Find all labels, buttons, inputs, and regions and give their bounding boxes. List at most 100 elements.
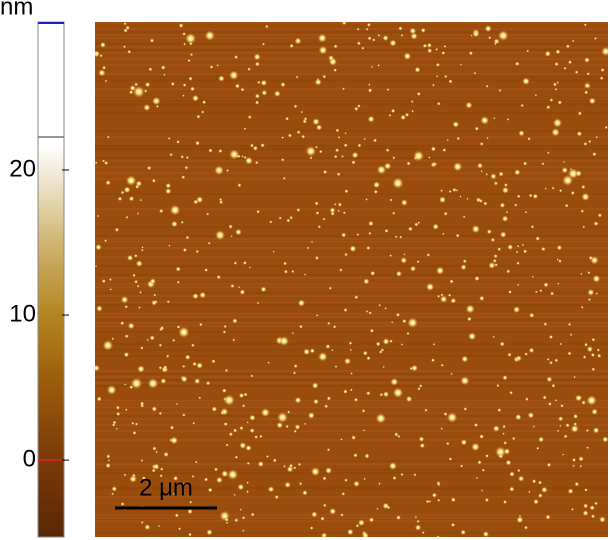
particle: [104, 79, 108, 83]
particle: [490, 237, 495, 242]
particle: [181, 175, 186, 179]
particle: [367, 36, 372, 41]
particle: [283, 465, 286, 468]
particle: [235, 83, 240, 89]
particle: [528, 193, 533, 198]
particle: [596, 348, 600, 352]
particle: [136, 284, 140, 288]
particle: [476, 197, 481, 203]
particle: [518, 130, 525, 137]
particle: [139, 198, 142, 202]
particle: [591, 367, 595, 371]
particle: [310, 240, 314, 243]
particle: [446, 442, 450, 446]
particle: [554, 399, 558, 402]
particle: [344, 478, 348, 482]
particle: [299, 324, 303, 329]
particle: [141, 246, 144, 249]
particle: [227, 469, 238, 480]
particle: [400, 114, 406, 120]
particle: [580, 306, 584, 309]
particle: [230, 284, 235, 288]
particle: [426, 253, 430, 257]
particle: [516, 516, 524, 524]
particle: [157, 525, 160, 528]
particle: [343, 389, 348, 394]
particle: [303, 348, 310, 355]
particle: [192, 421, 195, 425]
particle: [204, 477, 208, 482]
particle: [155, 450, 158, 454]
particle: [593, 221, 598, 226]
particle: [312, 118, 320, 126]
particle: [400, 343, 404, 346]
particle: [448, 457, 453, 461]
scan-line: [95, 301, 608, 303]
particle: [499, 341, 505, 347]
particle: [333, 325, 337, 329]
particle: [560, 404, 564, 408]
particle: [234, 55, 238, 59]
particle: [382, 35, 389, 41]
particle: [327, 448, 330, 452]
particle: [335, 148, 340, 153]
particle: [123, 186, 131, 193]
particle: [111, 337, 115, 341]
particle: [243, 127, 247, 130]
particle: [443, 211, 448, 216]
scan-line: [95, 412, 608, 414]
particle: [465, 304, 475, 314]
particle: [460, 464, 464, 468]
particle: [96, 396, 102, 402]
particle: [285, 116, 289, 121]
particle: [370, 270, 376, 276]
particle: [333, 68, 337, 72]
particle: [191, 475, 195, 478]
particle: [195, 460, 198, 464]
particle: [209, 65, 214, 69]
particle: [250, 374, 254, 378]
particle: [265, 24, 269, 29]
particle: [493, 425, 500, 432]
particle: [392, 177, 404, 189]
particle: [411, 364, 418, 372]
particle: [257, 461, 264, 467]
particle: [315, 256, 319, 260]
particle: [349, 388, 353, 392]
particle: [556, 258, 559, 261]
particle: [386, 88, 390, 92]
particle: [126, 175, 137, 186]
scan-line: [95, 430, 608, 432]
particle: [214, 165, 224, 175]
particle: [448, 190, 452, 193]
particle: [239, 508, 242, 511]
particle: [524, 525, 528, 530]
particle: [293, 371, 296, 375]
particle: [301, 134, 306, 139]
particle: [515, 250, 519, 254]
particle: [98, 69, 106, 77]
particle: [255, 100, 260, 105]
particle: [597, 353, 602, 358]
particle: [267, 361, 270, 364]
particle: [367, 22, 371, 27]
particle: [250, 143, 254, 148]
particle: [366, 391, 371, 396]
particle: [377, 34, 381, 37]
particle: [581, 192, 590, 201]
particle: [368, 220, 374, 227]
particle: [572, 39, 575, 43]
particle: [497, 408, 502, 412]
particle: [294, 397, 302, 404]
particle: [383, 391, 389, 397]
particle: [403, 52, 411, 60]
particle: [587, 346, 593, 352]
particle: [538, 480, 542, 485]
particle: [549, 335, 553, 339]
particle: [368, 231, 372, 235]
particle: [357, 41, 361, 46]
scan-line: [95, 496, 608, 498]
particle: [300, 110, 303, 114]
particle: [516, 244, 520, 248]
particle: [514, 203, 518, 207]
